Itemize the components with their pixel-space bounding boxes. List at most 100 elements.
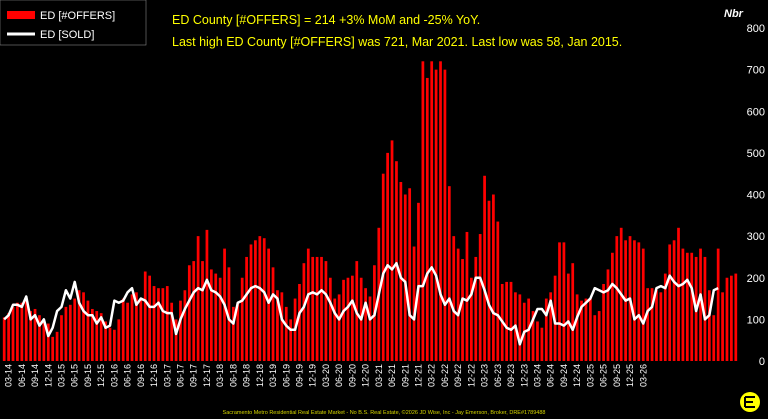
offers-bar [187,265,191,361]
offers-bar [663,273,667,361]
offers-bar [465,231,469,361]
x-tick-label: 03-25 [585,364,595,387]
offers-bar [571,263,575,361]
offers-bar [7,313,10,361]
offers-bar [55,331,59,361]
offers-bar [249,244,253,361]
y-axis-ticks: 0 100 200 300 400 500 600 700 800 [747,23,765,368]
offers-bar [734,273,738,361]
x-tick-label: 03-24 [532,364,542,387]
offers-bar [130,294,134,361]
x-tick-label: 03-18 [215,364,225,387]
offers-bar [425,77,429,361]
legend-label-offers: ED [#OFFERS] [40,10,115,22]
offers-bar [584,298,588,361]
offers-bar [483,175,486,361]
x-tick-label: 09-22 [453,364,463,387]
y-tick-label: 100 [747,314,765,326]
offers-bar [509,281,513,361]
offers-bar [90,308,94,361]
offers-bar [64,306,68,361]
x-tick-label: 09-18 [242,364,252,387]
offers-bar [461,259,464,361]
offers-bar [29,311,33,361]
offers-bar [456,248,460,361]
offers-bar [672,240,676,361]
offers-bar [2,317,6,361]
x-tick-label: 12-19 [308,364,318,387]
x-tick-label: 12-20 [361,364,371,387]
offers-bar [580,300,583,361]
offers-bar [161,288,165,361]
offers-bar [201,261,204,361]
x-tick-label: 03-20 [321,364,331,387]
offers-bar [452,236,456,362]
x-tick-label: 12-17 [202,364,212,387]
offers-bar [417,202,420,361]
offers-bar [86,300,90,361]
x-axis-ticks: 03-14 06-14 09-14 12-14 03-15 06-15 09-15 12-15… [4,364,649,387]
x-tick-label: 03-21 [374,364,384,387]
offers-bar [298,283,301,361]
offers-bar [170,302,174,361]
legend: ED [#OFFERS] ED [SOLD] [0,0,147,46]
offers-bar [254,240,257,361]
offers-bar [386,152,389,362]
offers-bar [668,244,672,361]
offers-bar [655,290,658,361]
x-tick-label: 06-23 [493,364,503,387]
offers-bar [60,315,63,361]
x-tick-label: 12-15 [96,364,106,387]
x-tick-label: 06-22 [440,364,450,387]
offers-bar [139,298,143,361]
offers-bar [342,279,345,361]
x-tick-label: 06-16 [123,364,133,387]
x-tick-label: 03-22 [427,364,437,387]
y-tick-label: 700 [747,65,765,77]
offers-bar [315,256,319,361]
y-tick-label: 400 [747,190,765,202]
offers-bar [487,200,491,361]
y-tick-label: 600 [747,106,765,118]
y-tick-label: 800 [747,23,765,35]
offers-bar [492,194,495,361]
offers-bar [126,302,129,361]
offers-bar [518,294,522,361]
x-tick-label: 12-14 [43,364,53,387]
x-tick-label: 06-14 [17,364,27,387]
offers-bar [214,273,218,361]
y-tick-label: 0 [759,356,765,368]
offers-bar [615,236,619,362]
y-tick-label: 500 [747,148,765,160]
offers-bar [267,248,270,361]
offers-bar [174,319,178,362]
legend-box [0,0,147,46]
offers-bar [337,294,341,361]
x-tick-label: 03-14 [4,364,14,387]
offers-bar [232,306,235,361]
x-tick-label: 09-24 [559,364,569,387]
offers-bar [205,229,209,361]
offers-bar [681,248,685,361]
offers-bar [68,304,72,361]
x-tick-label: 09-23 [506,364,516,387]
offers-bar [611,252,614,361]
x-tick-label: 12-18 [255,364,265,387]
offers-bar [77,290,81,361]
x-tick-label: 12-24 [572,364,582,387]
offers-bar [192,261,196,361]
offers-bar [597,311,601,361]
offers-bar [395,161,398,361]
x-tick-label: 09-16 [136,364,146,387]
offers-bar [412,246,416,361]
offers-bar [478,234,482,361]
offers-bar [236,302,240,361]
offers-bar [434,69,438,362]
sold-line [3,261,719,346]
offers-bar [284,306,288,361]
offers-bar [280,292,284,361]
offers-bar [20,302,24,361]
offers-bar [108,327,112,361]
offers-bar [641,248,645,361]
offers-bar [725,277,729,361]
